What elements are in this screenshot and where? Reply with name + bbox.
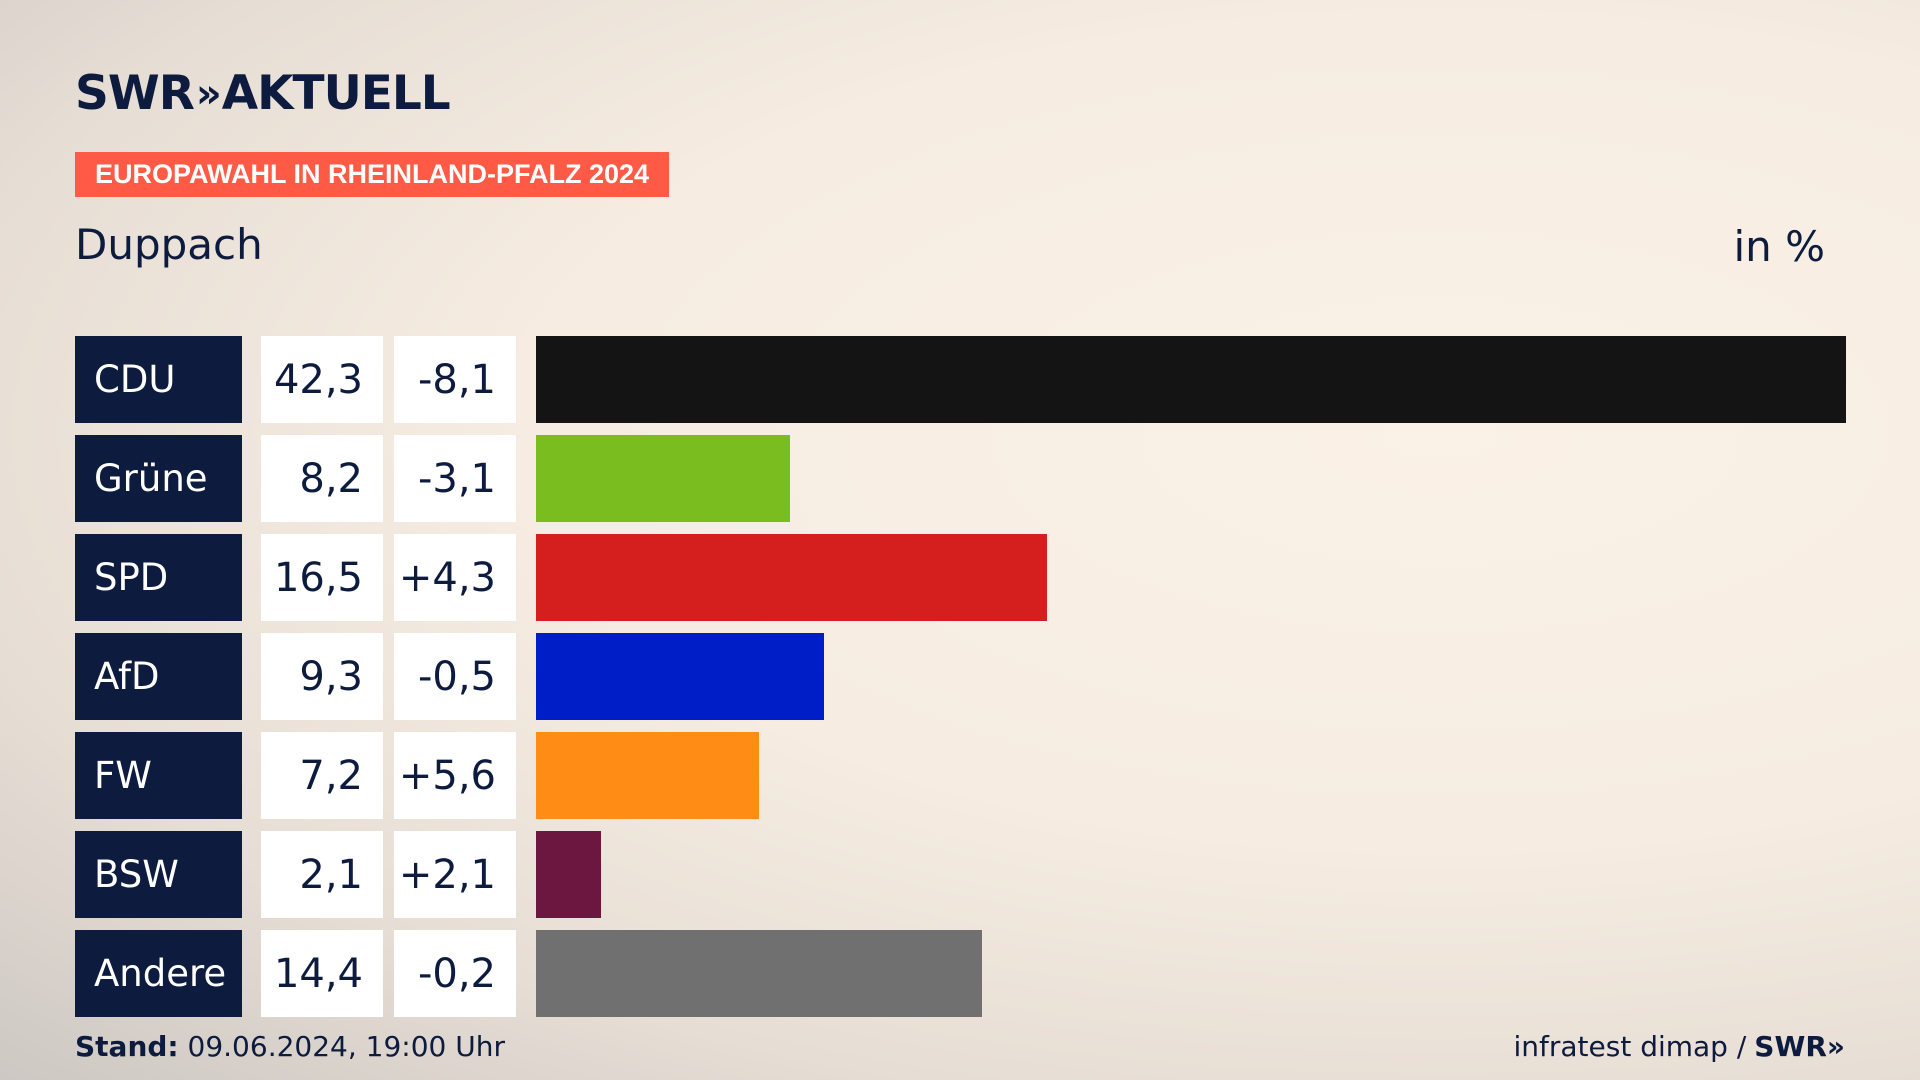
vote-share-label: 9,3 — [261, 633, 383, 720]
result-row: AfD 9,3 -0,5 — [75, 633, 1846, 720]
result-row: CDU 42,3 -8,1 — [75, 336, 1846, 423]
party-label: BSW — [75, 831, 242, 918]
source-credit: infratest dimap / SWR» — [1513, 1030, 1845, 1063]
result-bar — [536, 534, 1047, 621]
swr-small-logo: SWR» — [1754, 1030, 1845, 1063]
change-label: +5,6 — [394, 732, 516, 819]
result-row: FW 7,2 +5,6 — [75, 732, 1846, 819]
result-row: Grüne 8,2 -3,1 — [75, 435, 1846, 522]
result-bar — [536, 930, 982, 1017]
party-label: Andere — [75, 930, 242, 1017]
stand-label: Stand: — [75, 1030, 179, 1063]
chevron-right-icon: » — [195, 70, 222, 117]
party-label: FW — [75, 732, 242, 819]
result-bar — [536, 633, 824, 720]
vote-share-label: 2,1 — [261, 831, 383, 918]
party-label: SPD — [75, 534, 242, 621]
result-row: BSW 2,1 +2,1 — [75, 831, 1846, 918]
change-label: -0,2 — [394, 930, 516, 1017]
change-label: +4,3 — [394, 534, 516, 621]
vote-share-label: 42,3 — [261, 336, 383, 423]
vote-share-label: 7,2 — [261, 732, 383, 819]
vote-share-label: 14,4 — [261, 930, 383, 1017]
logo-section: AKTUELL — [221, 66, 451, 121]
result-row: SPD 16,5 +4,3 — [75, 534, 1846, 621]
change-label: -8,1 — [394, 336, 516, 423]
stand-value: 09.06.2024, 19:00 Uhr — [187, 1030, 505, 1063]
party-label: Grüne — [75, 435, 242, 522]
election-tag: EUROPAWAHL IN RHEINLAND-PFALZ 2024 — [75, 152, 670, 197]
swr-aktuell-logo: SWR » AKTUELL — [75, 66, 451, 121]
place-title: Duppach — [75, 220, 263, 269]
unit-label: in % — [1733, 222, 1825, 271]
change-label: +2,1 — [394, 831, 516, 918]
result-row: Andere 14,4 -0,2 — [75, 930, 1846, 1017]
result-bar — [536, 435, 790, 522]
logo-brand: SWR — [75, 66, 195, 121]
result-bar — [536, 732, 759, 819]
change-label: -3,1 — [394, 435, 516, 522]
party-label: AfD — [75, 633, 242, 720]
source-text: infratest dimap / — [1513, 1030, 1747, 1063]
timestamp: Stand: 09.06.2024, 19:00 Uhr — [75, 1030, 505, 1063]
change-label: -0,5 — [394, 633, 516, 720]
result-bar — [536, 831, 601, 918]
party-label: CDU — [75, 336, 242, 423]
result-bar — [536, 336, 1846, 423]
vote-share-label: 8,2 — [261, 435, 383, 522]
vote-share-label: 16,5 — [261, 534, 383, 621]
